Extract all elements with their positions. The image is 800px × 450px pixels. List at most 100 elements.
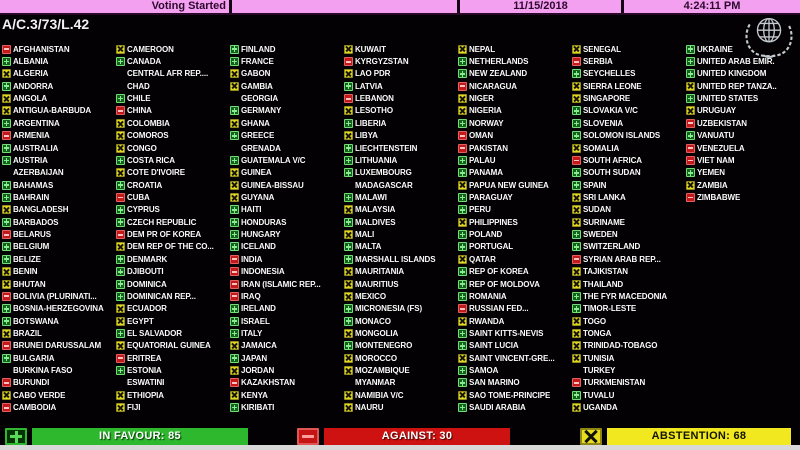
country-row: LIBYA	[344, 130, 458, 142]
country-name: ITALY	[241, 328, 263, 338]
vote-no-icon	[116, 353, 125, 363]
country-row: MONACO	[344, 315, 458, 327]
country-row: ZAMBIA	[686, 179, 800, 191]
country-name: DEM REP OF THE CO...	[127, 242, 214, 252]
country-name: ETHIOPIA	[127, 390, 164, 400]
vote-no-icon	[686, 118, 695, 128]
country-column: SENEGAL SERBIA SEYCHELLES SIERRA LEONE SINGA…	[572, 43, 686, 414]
country-name: SLOVAKIA V/C	[583, 106, 638, 116]
country-name: MOROCCO	[355, 353, 397, 363]
vote-yes-icon	[230, 106, 239, 116]
country-row: AUSTRALIA	[2, 142, 116, 154]
country-name: GHANA	[241, 118, 270, 128]
vote-no-icon	[572, 254, 581, 264]
vote-no-icon	[2, 341, 11, 351]
country-row: SAMOA	[458, 364, 572, 376]
vote-yes-icon	[344, 192, 353, 202]
country-name: TURKEY	[583, 366, 616, 376]
country-row: MALDIVES	[344, 216, 458, 228]
country-row: DEM PR OF KOREA	[116, 228, 230, 240]
country-name: SOLOMON ISLANDS	[583, 131, 661, 141]
country-name: LIECHTENSTEIN	[355, 143, 418, 153]
country-name: KIRIBATI	[241, 403, 275, 413]
country-name: RWANDA	[469, 316, 505, 326]
country-name: CABO VERDE	[13, 390, 66, 400]
abstention-x-icon	[580, 428, 602, 445]
vote-abstain-icon	[458, 353, 467, 363]
country-name: FINLAND	[241, 44, 276, 54]
country-row: NIGERIA	[458, 105, 572, 117]
country-name: NETHERLANDS	[469, 57, 529, 67]
country-row: GRENADA	[230, 142, 344, 154]
vote-yes-icon	[458, 230, 467, 240]
country-name: NEPAL	[469, 44, 496, 54]
country-row: ALBANIA	[2, 55, 116, 67]
vote-no-icon	[686, 155, 695, 165]
vote-yes-icon	[116, 328, 125, 338]
country-name: SINGAPORE	[583, 94, 631, 104]
country-row: ARMENIA	[2, 130, 116, 142]
vote-yes-icon	[572, 180, 581, 190]
vote-yes-icon	[458, 378, 467, 388]
totals-legend: IN FAVOUR: 85 AGAINST: 30 ABSTENTION: 68	[0, 428, 800, 445]
vote-no-icon	[458, 131, 467, 141]
vote-abstain-icon	[344, 131, 353, 141]
country-column: NEPAL NETHERLANDS NEW ZEALAND NICARAGUA NIGE…	[458, 43, 572, 414]
country-name: CYPRUS	[127, 205, 160, 215]
vote-yes-icon	[116, 217, 125, 227]
vote-abstain-icon	[2, 69, 11, 79]
vote-abstain-icon	[344, 44, 353, 54]
country-name: UNITED ARAB EMIR.	[697, 57, 775, 67]
vote-yes-icon	[2, 81, 11, 91]
country-name: MALI	[355, 230, 375, 240]
vote-abstain-icon	[458, 94, 467, 104]
vote-abstain-icon	[344, 230, 353, 240]
vote-yes-icon	[2, 192, 11, 202]
country-row: ARGENTINA	[2, 117, 116, 129]
country-row: DOMINICA	[116, 278, 230, 290]
vote-yes-icon	[572, 131, 581, 141]
country-row: BELIZE	[2, 253, 116, 265]
country-row: SURINAME	[572, 216, 686, 228]
vote-abstain-icon	[686, 180, 695, 190]
country-row: SRI LANKA	[572, 191, 686, 203]
vote-yes-icon	[686, 44, 695, 54]
country-name: VENEZUELA	[697, 143, 745, 153]
country-row: SOUTH AFRICA	[572, 154, 686, 166]
country-row: ROMANIA	[458, 290, 572, 302]
vote-abstain-icon	[572, 217, 581, 227]
vote-abstain-icon	[572, 341, 581, 351]
country-name: SENEGAL	[583, 44, 621, 54]
country-name: PANAMA	[469, 168, 503, 178]
country-name: ESTONIA	[127, 366, 162, 376]
country-row: SAO TOME-PRINCIPE	[458, 389, 572, 401]
vote-abstain-icon	[458, 106, 467, 116]
vote-abstain-icon	[116, 304, 125, 314]
country-row: ERITREA	[116, 352, 230, 364]
country-row: PHILIPPINES	[458, 216, 572, 228]
vote-abstain-icon	[116, 316, 125, 326]
vote-abstain-icon	[116, 118, 125, 128]
vote-abstain-icon	[686, 106, 695, 116]
country-name: THAILAND	[583, 279, 624, 289]
country-column: UKRAINE UNITED ARAB EMIR. UNITED KINGDOM UN…	[686, 43, 800, 414]
country-name: BARBADOS	[13, 217, 59, 227]
country-row: UKRAINE	[686, 43, 800, 55]
country-row: KAZAKHSTAN	[230, 377, 344, 389]
vote-yes-icon	[344, 168, 353, 178]
country-name: REP OF KOREA	[469, 267, 529, 277]
bottom-strip	[0, 445, 800, 450]
country-name: MALAWI	[355, 192, 387, 202]
country-row: SWITZERLAND	[572, 241, 686, 253]
vote-yes-icon	[230, 230, 239, 240]
vote-abstain-icon	[572, 205, 581, 215]
country-row: MOZAMBIQUE	[344, 364, 458, 376]
country-name: PHILIPPINES	[469, 217, 518, 227]
country-name: MAURITANIA	[355, 267, 405, 277]
vote-abstain-icon	[116, 44, 125, 54]
vote-yes-icon	[572, 69, 581, 79]
country-name: BELGIUM	[13, 242, 50, 252]
country-row: BHUTAN	[2, 278, 116, 290]
vote-no-icon	[572, 378, 581, 388]
vote-yes-icon	[458, 366, 467, 376]
